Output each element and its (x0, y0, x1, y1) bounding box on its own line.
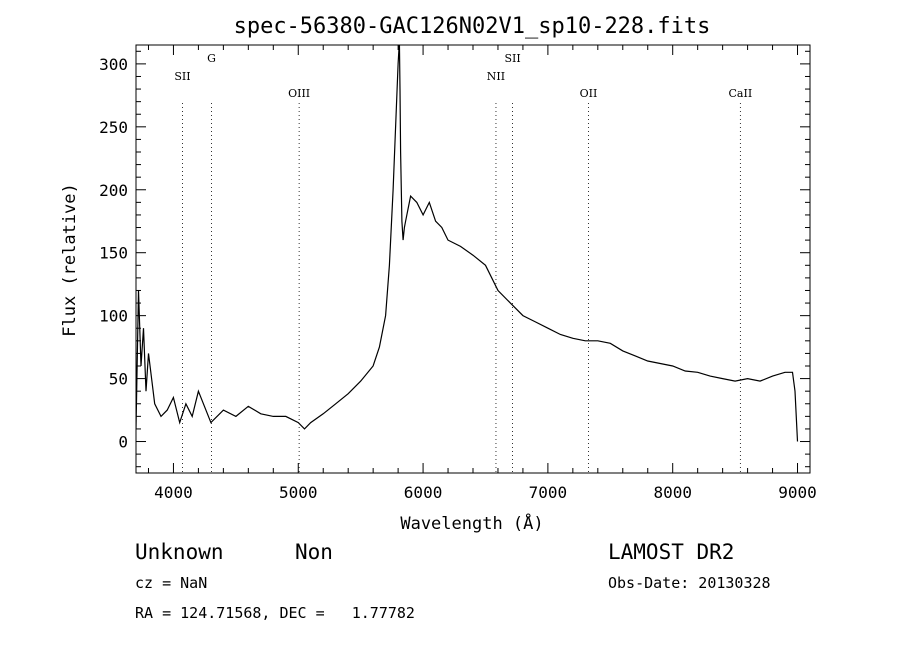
line-marker-label: SII (174, 70, 190, 83)
subclass-label: Non (295, 540, 333, 564)
y-axis-label: Flux (relative) (60, 183, 80, 337)
x-tick-label: 9000 (778, 483, 817, 502)
plot-frame (135, 44, 811, 474)
x-tick-label: 8000 (653, 483, 692, 502)
spectrum-line (136, 45, 799, 442)
y-tick-label: 100 (99, 307, 128, 326)
y-tick-label: 300 (99, 55, 128, 74)
x-tick-label: 7000 (529, 483, 568, 502)
chart-title: spec-56380-GAC126N02V1_sp10-228.fits (234, 14, 711, 39)
survey-label: LAMOST DR2 (608, 540, 735, 564)
x-tick-label: 4000 (154, 483, 193, 502)
y-tick-label: 0 (118, 433, 128, 452)
line-marker-label: NII (487, 70, 505, 83)
y-tick-label: 150 (99, 244, 128, 263)
coordinates-readout: RA = 124.71568, DEC = 1.77782 (135, 604, 415, 622)
y-tick-label: 50 (109, 370, 128, 389)
line-marker-label: OII (580, 87, 598, 100)
classification-label: Unknown (135, 540, 224, 564)
y-tick-label: 250 (99, 118, 128, 137)
plot-area: 4000 5000 6000 7000 8000 9000 0 50 100 150 200 250 3… (99, 44, 817, 502)
y-tick-label: 200 (99, 181, 128, 200)
line-marker-label: G (207, 52, 216, 65)
line-marker-label: SII (504, 52, 520, 65)
x-axis-label: Wavelength (Å) (400, 512, 543, 534)
x-tick-label: 5000 (279, 483, 318, 502)
line-marker-label: CaII (729, 87, 753, 100)
cz-readout: cz = NaN (135, 574, 208, 592)
obs-date-readout: Obs-Date: 20130328 (608, 574, 771, 592)
line-marker-label: OIII (288, 87, 310, 100)
x-tick-label: 6000 (404, 483, 443, 502)
